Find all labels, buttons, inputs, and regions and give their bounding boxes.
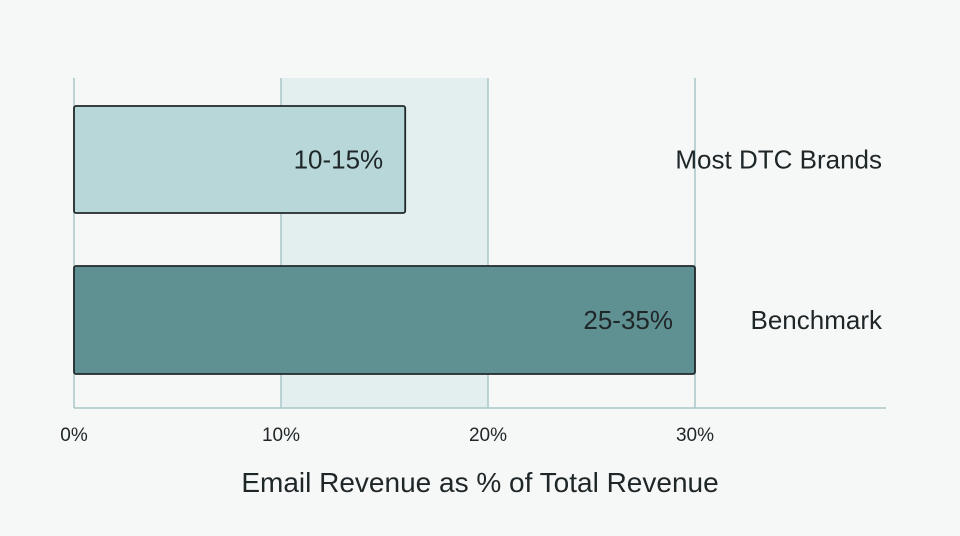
x-axis-title: Email Revenue as % of Total Revenue — [241, 467, 718, 498]
bar-value-label-1: 25-35% — [583, 305, 673, 335]
bar-value-label-0: 10-15% — [294, 145, 384, 175]
plot-area: 0% 10% 20% 30% 10-15% Most DTC Brands 25-35% Be… — [60, 78, 886, 446]
bar-1 — [73, 265, 696, 375]
x-tick-label-20: 20% — [469, 425, 507, 446]
category-label-1: Benchmark — [751, 305, 883, 335]
category-label-0: Most DTC Brands — [675, 145, 882, 175]
bar-0 — [73, 105, 407, 214]
x-tick-label-30: 30% — [676, 425, 714, 446]
x-tick-label-10: 10% — [262, 425, 300, 446]
x-tick-label-0: 0% — [60, 425, 88, 446]
